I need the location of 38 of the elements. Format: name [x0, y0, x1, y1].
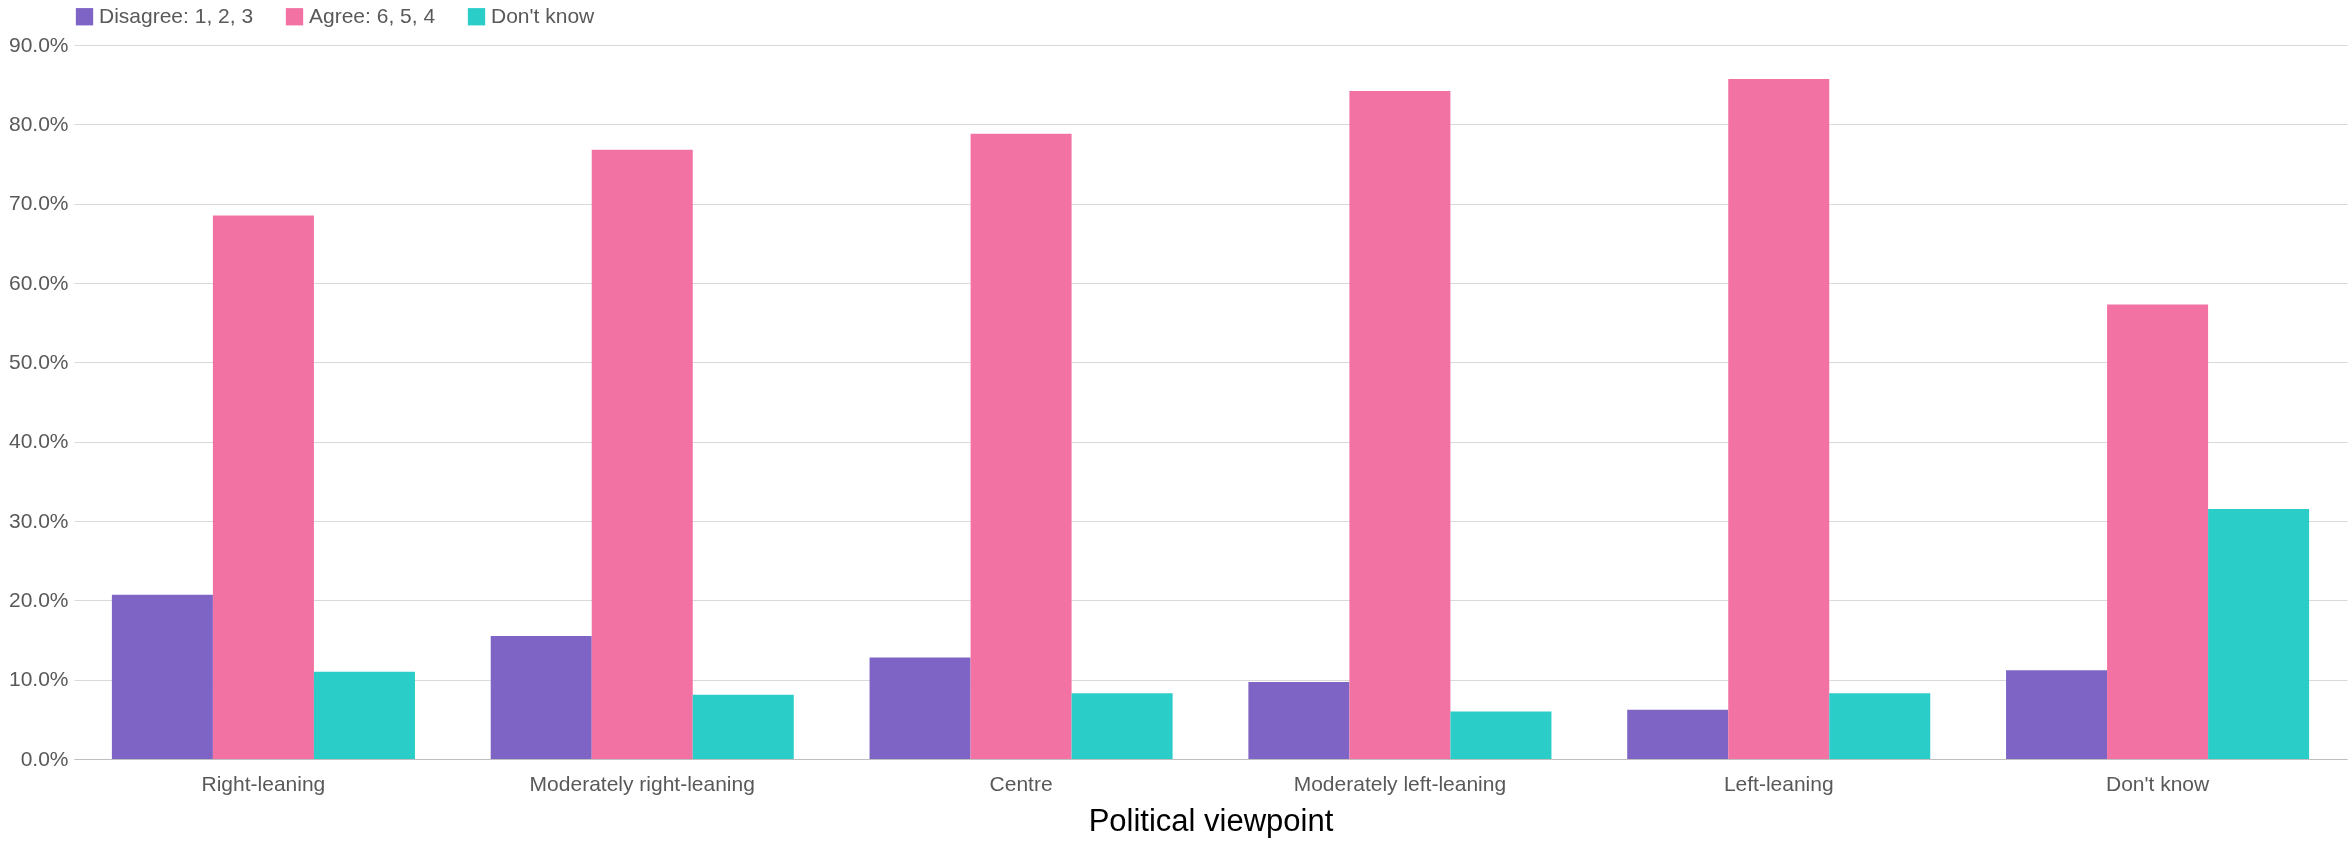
bar: [692, 694, 794, 759]
bar: [1071, 693, 1173, 759]
bar: [970, 133, 1072, 759]
x-tick-label: Moderately left-leaning: [1293, 771, 1507, 795]
x-axis-title: Political viewpoint: [1088, 802, 1334, 838]
legend-label: Disagree: 1, 2, 3: [99, 3, 254, 27]
bar: [212, 215, 314, 759]
y-tick-label: 50.0%: [8, 349, 69, 373]
bar: [2208, 509, 2310, 759]
legend-label: Don't know: [491, 3, 596, 27]
bar: [1248, 682, 1350, 759]
y-tick-label: 20.0%: [8, 587, 69, 611]
y-tick-label: 10.0%: [8, 667, 69, 691]
bar: [1829, 693, 1931, 759]
y-tick-label: 40.0%: [8, 429, 69, 453]
bar: [1728, 79, 1830, 759]
y-tick-label: 90.0%: [8, 32, 69, 56]
x-tick-label: Centre: [989, 771, 1053, 795]
y-tick-label: 70.0%: [8, 191, 69, 215]
bar: [1450, 711, 1552, 759]
bar: [1627, 709, 1729, 759]
y-tick-label: 30.0%: [8, 508, 69, 532]
bar: [591, 149, 693, 759]
x-tick-label: Left-leaning: [1723, 771, 1834, 795]
bar: [2107, 304, 2209, 759]
bar: [869, 657, 971, 759]
y-tick-label: 0.0%: [20, 746, 69, 770]
x-tick-label: Right-leaning: [201, 771, 326, 795]
bar: [2006, 670, 2108, 759]
bar: [111, 594, 213, 759]
x-tick-label: Don't know: [2105, 771, 2211, 795]
y-tick-label: 80.0%: [8, 111, 69, 135]
bar: [313, 671, 415, 759]
bar: [490, 636, 592, 759]
legend-label: Agree: 6, 5, 4: [309, 3, 436, 27]
x-tick-label: Moderately right-leaning: [529, 771, 755, 795]
y-tick-label: 60.0%: [8, 270, 69, 294]
bar: [1349, 91, 1451, 759]
